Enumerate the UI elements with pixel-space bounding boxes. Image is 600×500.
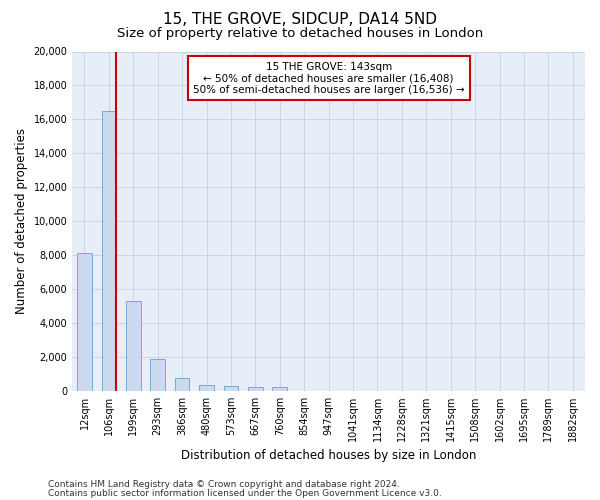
- Bar: [224, 386, 238, 391]
- Bar: [126, 301, 140, 391]
- Bar: [151, 360, 165, 391]
- Text: Size of property relative to detached houses in London: Size of property relative to detached ho…: [117, 28, 483, 40]
- Bar: [101, 111, 116, 391]
- Bar: [272, 388, 287, 391]
- Bar: [248, 387, 263, 391]
- Y-axis label: Number of detached properties: Number of detached properties: [15, 128, 28, 314]
- Text: 15, THE GROVE, SIDCUP, DA14 5ND: 15, THE GROVE, SIDCUP, DA14 5ND: [163, 12, 437, 28]
- Text: Contains public sector information licensed under the Open Government Licence v3: Contains public sector information licen…: [48, 488, 442, 498]
- Bar: [77, 254, 92, 391]
- X-axis label: Distribution of detached houses by size in London: Distribution of detached houses by size …: [181, 450, 476, 462]
- Text: 15 THE GROVE: 143sqm
← 50% of detached houses are smaller (16,408)
50% of semi-d: 15 THE GROVE: 143sqm ← 50% of detached h…: [193, 62, 464, 95]
- Bar: [199, 385, 214, 391]
- Bar: [175, 378, 190, 391]
- Text: Contains HM Land Registry data © Crown copyright and database right 2024.: Contains HM Land Registry data © Crown c…: [48, 480, 400, 489]
